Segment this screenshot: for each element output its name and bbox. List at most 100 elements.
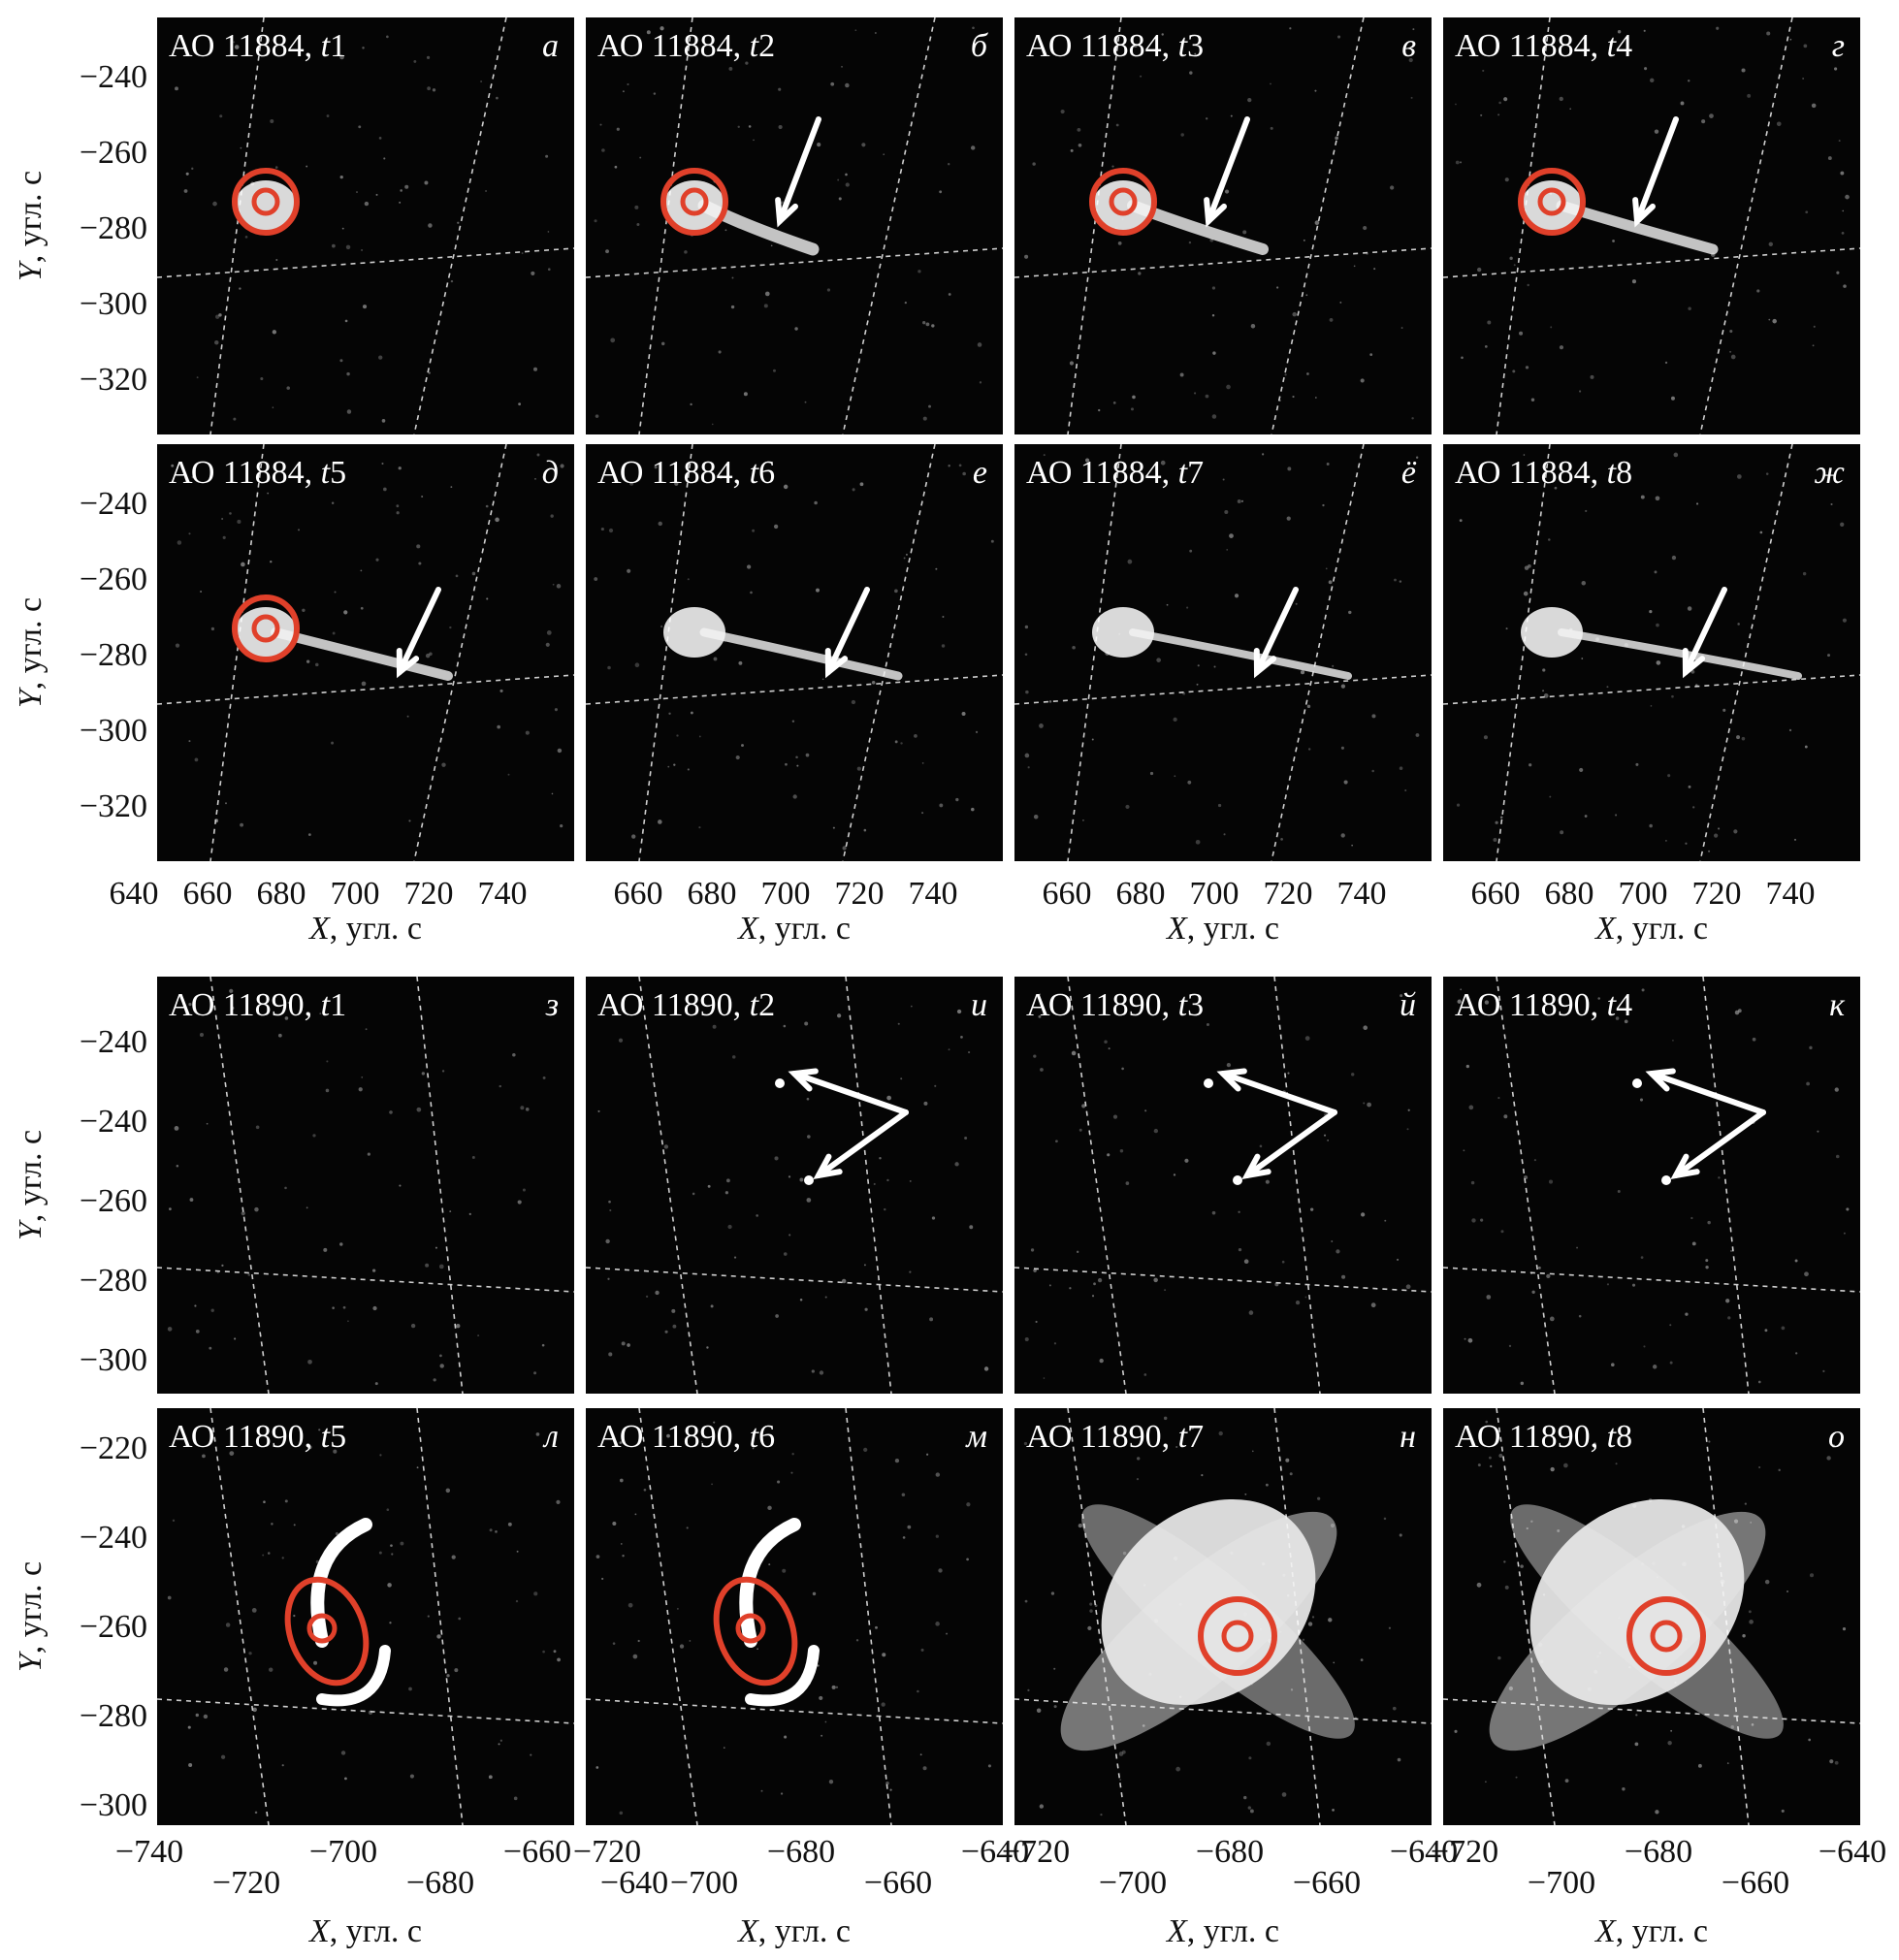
noise-speck — [1631, 279, 1637, 284]
x-tick-label: 680 — [688, 876, 737, 912]
noise-speck — [1581, 580, 1587, 586]
noise-speck — [270, 119, 274, 124]
noise-speck — [252, 1707, 257, 1713]
noise-speck — [684, 250, 688, 254]
noise-speck — [1550, 1466, 1555, 1472]
noise-speck — [1708, 1440, 1711, 1443]
noise-speck — [1726, 1762, 1729, 1764]
noise-speck — [902, 1536, 906, 1539]
x-tick-label: 700 — [331, 876, 380, 912]
noise-speck — [1495, 820, 1498, 824]
noise-speck — [1649, 823, 1653, 828]
noise-speck — [409, 1774, 414, 1779]
noise-speck — [1160, 460, 1166, 466]
noise-speck — [1664, 361, 1668, 365]
noise-speck — [1339, 301, 1342, 304]
noise-speck — [1729, 350, 1732, 353]
noise-speck — [1615, 1462, 1618, 1465]
arrowhead-icon — [775, 197, 798, 228]
bright-kernel — [1092, 180, 1154, 231]
noise-speck — [806, 1097, 810, 1101]
noise-speck — [1099, 1358, 1104, 1364]
noise-speck — [772, 369, 776, 372]
noise-speck — [756, 1214, 758, 1217]
noise-speck — [554, 708, 558, 712]
noise-speck — [1650, 78, 1655, 83]
noise-speck — [1309, 1207, 1314, 1211]
noise-speck — [1332, 1809, 1335, 1812]
noise-speck — [709, 1012, 712, 1014]
x-tick-label: 740 — [1337, 876, 1387, 912]
noise-speck — [1671, 694, 1674, 698]
noise-speck — [361, 1076, 364, 1078]
noise-speck — [1455, 103, 1457, 106]
x-tick-label: 660 — [614, 876, 663, 912]
noise-speck — [1384, 1219, 1387, 1222]
noise-speck — [241, 562, 245, 567]
noise-speck — [1615, 1016, 1620, 1020]
noise-speck — [210, 1308, 214, 1312]
noise-speck — [1834, 1087, 1839, 1092]
noise-speck — [707, 1184, 711, 1188]
panel-background — [586, 17, 1003, 434]
noise-speck — [1093, 1282, 1096, 1286]
noise-speck — [339, 175, 343, 179]
noise-speck — [1149, 771, 1154, 776]
noise-speck — [698, 735, 701, 738]
noise-speck — [360, 606, 364, 610]
noise-speck — [531, 271, 535, 275]
panel-title-index: 3 — [1187, 987, 1204, 1023]
noise-speck — [1786, 1590, 1789, 1593]
panel-bottom-7: АО 11890, t7 н — [1014, 1407, 1432, 1826]
noise-speck — [1673, 452, 1679, 458]
noise-speck — [1670, 1729, 1673, 1732]
noise-speck — [344, 1777, 347, 1781]
noise-speck — [1692, 806, 1695, 809]
noise-speck — [1280, 838, 1283, 841]
noise-speck — [914, 734, 917, 738]
noise-speck — [1166, 603, 1169, 606]
noise-speck — [1188, 241, 1192, 244]
noise-speck — [1039, 723, 1044, 728]
noise-speck — [1737, 1009, 1742, 1013]
noise-speck — [307, 1445, 312, 1450]
noise-speck — [1024, 1336, 1029, 1342]
noise-speck — [631, 834, 636, 839]
noise-speck — [1554, 486, 1558, 490]
noise-speck — [1465, 1064, 1469, 1069]
noise-speck — [1097, 1277, 1103, 1283]
noise-speck — [1336, 1249, 1340, 1254]
noise-speck — [679, 1644, 685, 1649]
noise-speck — [977, 342, 982, 347]
noise-speck — [1563, 1462, 1568, 1468]
noise-speck — [879, 1157, 882, 1160]
panel-title-region: АО 11884, — [1455, 455, 1607, 491]
noise-speck — [854, 29, 857, 31]
noise-speck — [326, 1060, 329, 1063]
grid-meridian — [1496, 443, 1551, 862]
grid-meridian — [638, 443, 693, 862]
grid-meridian — [1067, 16, 1122, 435]
noise-speck — [534, 477, 536, 480]
noise-speck — [183, 189, 188, 193]
noise-speck — [1680, 101, 1685, 106]
noise-speck — [1476, 267, 1482, 273]
noise-speck — [806, 1198, 812, 1203]
grid-meridian — [209, 976, 270, 1395]
noise-speck — [361, 248, 364, 251]
y-axis-label-var: Y — [13, 687, 48, 708]
noise-speck — [1460, 988, 1463, 991]
panel-background — [1014, 977, 1432, 1394]
noise-speck — [676, 1607, 679, 1610]
noise-speck — [964, 1137, 968, 1141]
noise-speck — [1843, 1232, 1846, 1235]
noise-speck — [302, 608, 306, 613]
noise-speck — [1615, 814, 1618, 817]
noise-speck — [881, 1702, 885, 1707]
noise-speck — [948, 464, 950, 467]
noise-speck — [1314, 397, 1317, 399]
noise-speck — [777, 1480, 781, 1484]
noise-speck — [1690, 669, 1695, 674]
noise-speck — [627, 1343, 630, 1347]
panel-title-t: t — [1178, 455, 1189, 491]
